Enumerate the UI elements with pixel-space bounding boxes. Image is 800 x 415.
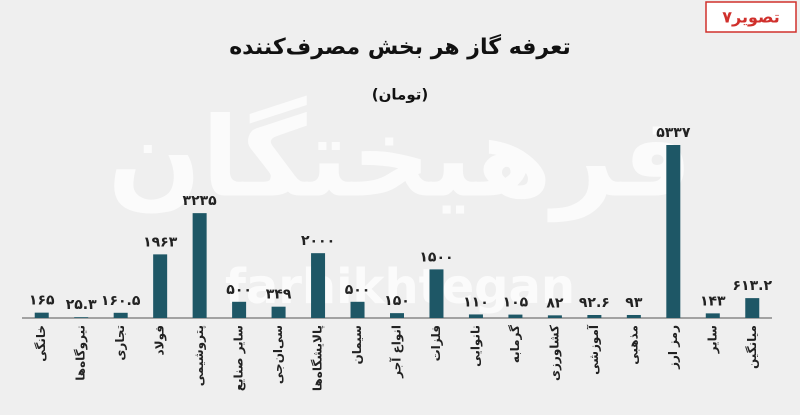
bar xyxy=(547,315,562,318)
x-tick-label: نانوایی xyxy=(468,325,483,367)
figure-tag: تصویر۷ xyxy=(722,8,780,27)
value-label: ۹۳ xyxy=(625,295,643,311)
x-tick-label: آموزشی xyxy=(586,324,602,375)
x-tick-label: کشاورزی xyxy=(547,325,562,381)
bar xyxy=(74,317,89,318)
value-label: ۵۰۰ xyxy=(345,282,371,298)
bar xyxy=(666,145,681,318)
bar xyxy=(153,254,168,318)
watermark: فرهیختگان xyxy=(108,93,693,222)
bar xyxy=(745,298,760,318)
x-tick-label: سایر xyxy=(705,325,719,354)
x-tick-label: سی‌ان‌جی xyxy=(271,325,285,384)
value-label: ۱۴۳ xyxy=(700,293,726,309)
value-label: ۵۰۰ xyxy=(226,282,252,298)
value-label: ۲۵.۳ xyxy=(66,297,97,313)
x-tick-label: انواع آجر xyxy=(389,325,405,379)
bar xyxy=(429,269,444,318)
value-label: ۶۱۳.۲ xyxy=(733,278,773,294)
bar xyxy=(390,313,404,318)
bar xyxy=(192,213,207,318)
value-label: ۱۱۰ xyxy=(463,294,489,310)
x-tick-label: رمز ارز xyxy=(666,325,680,370)
value-label: ۹۲.۶ xyxy=(579,295,610,311)
bar xyxy=(232,301,247,318)
value-label: ۱۶۰.۵ xyxy=(101,293,141,309)
value-label: ۵۳۳۷ xyxy=(656,125,691,141)
bar xyxy=(587,314,602,318)
chart-title: تعرفه گاز هر بخش مصرف‌کننده xyxy=(229,33,571,60)
bar xyxy=(34,312,49,318)
watermark-latin: farhikhtegan xyxy=(225,259,575,315)
x-tick-label: مذهبی xyxy=(626,325,640,365)
value-label: ۱۰۵ xyxy=(503,295,529,311)
bar xyxy=(350,301,365,318)
x-tick-label: پالایشگاه‌ها xyxy=(311,325,325,391)
value-label: ۱۵۰۰ xyxy=(419,249,453,265)
x-tick-label: خانگی xyxy=(34,325,48,362)
x-tick-label: پتروشیمی xyxy=(192,325,207,386)
x-tick-label: گرمابه xyxy=(508,325,522,363)
bar xyxy=(468,314,483,318)
x-tick-label: فلزات xyxy=(429,325,443,361)
value-label: ۱۵۰ xyxy=(384,293,410,309)
bar xyxy=(705,313,720,318)
value-label: ۱۶۵ xyxy=(29,293,55,309)
x-tick-label: تجاری xyxy=(113,325,127,361)
value-label: ۲۰۰۰ xyxy=(301,233,335,249)
bar xyxy=(508,314,523,318)
x-tick-label: سیمان xyxy=(350,325,364,365)
bar xyxy=(271,306,286,318)
bar xyxy=(113,312,128,318)
bar xyxy=(311,253,326,318)
x-tick-label: سایر صنایع xyxy=(232,325,246,391)
x-tick-label: میانگین xyxy=(745,325,759,369)
value-label: ۱۹۶۳ xyxy=(143,234,178,250)
bar xyxy=(626,314,641,318)
x-tick-label: فولاد xyxy=(153,325,168,355)
value-label: ۳۲۳۵ xyxy=(183,193,218,209)
value-label: ۸۲ xyxy=(546,295,564,311)
value-label: ۳۴۹ xyxy=(266,287,292,303)
chart-subtitle: (تومان) xyxy=(372,86,428,104)
tag-box xyxy=(705,1,797,33)
x-tick-label: نیروگاه‌ها xyxy=(74,325,89,381)
